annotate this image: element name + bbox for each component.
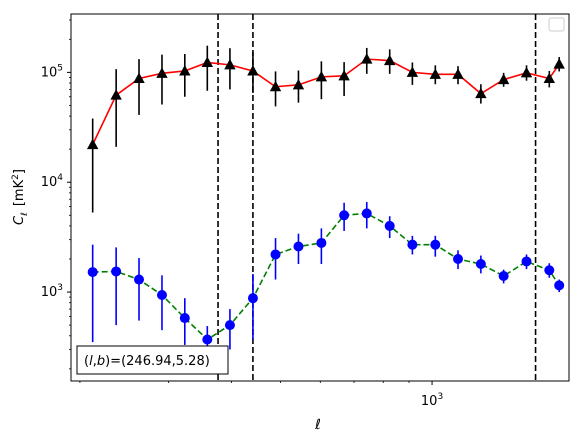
x-ticks: 103: [421, 381, 443, 409]
x-axis-label: ℓ: [314, 417, 321, 433]
series-0-point: [86, 138, 99, 150]
series-1-line: [92, 212, 560, 341]
series-0-line: [91, 58, 560, 145]
series-0-point: [429, 68, 442, 79]
series-1-point: [407, 239, 418, 250]
y-tick-label: 105: [41, 63, 63, 80]
plot-frame: [70, 13, 570, 382]
series-1-point: [111, 266, 122, 277]
series-0-point: [553, 58, 565, 69]
series-1-point: [521, 256, 532, 267]
series-0-point: [475, 87, 487, 99]
series-lines: [91, 58, 560, 341]
series-0-point: [497, 73, 510, 85]
series-1-point: [270, 249, 281, 260]
series-0-point: [384, 54, 396, 66]
series-0-point: [133, 72, 145, 83]
annotation: (l,b)=(246.94,5.28): [76, 345, 229, 375]
series-0-point: [543, 72, 555, 83]
series-1-point: [475, 259, 486, 270]
series-1-point: [453, 253, 464, 264]
series-0-point: [247, 64, 259, 76]
series-1-point: [179, 313, 190, 324]
series-1-point: [498, 271, 509, 282]
annotation-text: (l,b)=(246.94,5.28): [84, 354, 210, 369]
legend-box: [548, 17, 565, 32]
series-1-point: [87, 267, 98, 278]
series-0-point: [179, 64, 191, 76]
series-0-point: [292, 78, 305, 90]
series-1-point: [544, 265, 555, 276]
series-0-point: [452, 68, 464, 79]
series-1-point: [202, 334, 213, 345]
y-axis-label: Cℓ[mK2]: [11, 169, 30, 225]
series-0-point: [520, 66, 533, 78]
series-1-point: [134, 274, 145, 285]
series-0-point: [315, 70, 328, 82]
series-1-point: [156, 290, 167, 301]
series-1-point: [430, 239, 441, 250]
series-0-point: [338, 69, 350, 81]
y-ticks: 103 104 105: [41, 63, 71, 300]
series-0-point: [406, 66, 419, 77]
series-0-point: [156, 67, 168, 78]
annotation-box: [76, 345, 229, 375]
y-tick-label: 103: [41, 283, 63, 300]
series-1-point: [361, 208, 372, 219]
series-1-point: [224, 320, 235, 331]
vertical-lines: [217, 14, 537, 381]
series-1-point: [247, 293, 258, 304]
series-1-point: [316, 237, 327, 248]
plot-area: [71, 14, 569, 381]
series-1-point: [554, 280, 565, 291]
series-1-point: [293, 241, 304, 252]
series-1-point: [384, 220, 395, 231]
series-0-point: [201, 56, 214, 67]
series-0-point: [269, 80, 282, 92]
data-points: [86, 53, 565, 345]
y-tick-label: 104: [41, 173, 64, 190]
series-0-point: [361, 53, 373, 64]
series-1-point: [339, 210, 350, 221]
series-0-point: [224, 58, 236, 70]
series-0-point: [110, 89, 122, 100]
x-tick-label: 103: [421, 392, 443, 409]
